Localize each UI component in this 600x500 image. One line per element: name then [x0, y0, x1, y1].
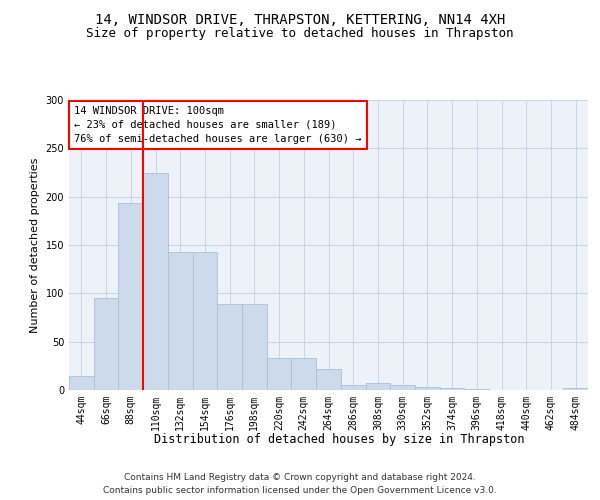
Bar	[464, 389, 489, 390]
Y-axis label: Number of detached properties: Number of detached properties	[30, 158, 40, 332]
Bar	[390, 385, 415, 390]
Text: Distribution of detached houses by size in Thrapston: Distribution of detached houses by size …	[154, 432, 524, 446]
Bar	[563, 388, 588, 390]
Bar	[168, 252, 193, 390]
Bar	[143, 174, 168, 390]
Bar	[267, 358, 292, 390]
Bar	[69, 376, 94, 390]
Text: 14 WINDSOR DRIVE: 100sqm
← 23% of detached houses are smaller (189)
76% of semi-: 14 WINDSOR DRIVE: 100sqm ← 23% of detach…	[74, 106, 362, 144]
Bar	[217, 304, 242, 390]
Text: Contains public sector information licensed under the Open Government Licence v3: Contains public sector information licen…	[103, 486, 497, 495]
Bar	[292, 358, 316, 390]
Bar	[94, 298, 118, 390]
Bar	[242, 304, 267, 390]
Bar	[341, 385, 365, 390]
Text: Contains HM Land Registry data © Crown copyright and database right 2024.: Contains HM Land Registry data © Crown c…	[124, 472, 476, 482]
Bar	[365, 383, 390, 390]
Bar	[316, 368, 341, 390]
Text: 14, WINDSOR DRIVE, THRAPSTON, KETTERING, NN14 4XH: 14, WINDSOR DRIVE, THRAPSTON, KETTERING,…	[95, 12, 505, 26]
Bar	[193, 252, 217, 390]
Bar	[118, 204, 143, 390]
Bar	[415, 387, 440, 390]
Text: Size of property relative to detached houses in Thrapston: Size of property relative to detached ho…	[86, 28, 514, 40]
Bar	[440, 388, 464, 390]
